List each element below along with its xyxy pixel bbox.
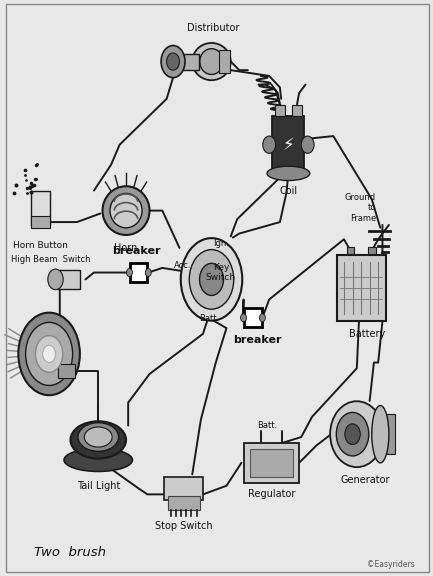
Circle shape: [301, 136, 314, 153]
Circle shape: [145, 268, 151, 276]
Text: Tail Light: Tail Light: [77, 481, 120, 491]
Text: ⚡: ⚡: [283, 136, 294, 154]
Bar: [382, 414, 395, 454]
Circle shape: [336, 412, 369, 456]
Circle shape: [259, 314, 265, 322]
Bar: [31, 217, 50, 228]
Text: Batt.: Batt.: [257, 421, 277, 430]
Bar: [336, 255, 386, 321]
Text: ©Easyriders: ©Easyriders: [367, 560, 414, 569]
Circle shape: [167, 53, 179, 70]
Bar: [130, 263, 147, 282]
Text: Ground
to
Frame: Ground to Frame: [345, 193, 376, 223]
Bar: [58, 364, 75, 378]
Bar: [219, 50, 229, 73]
Circle shape: [161, 46, 185, 78]
Bar: [244, 308, 262, 327]
Ellipse shape: [267, 166, 310, 180]
Circle shape: [26, 323, 73, 385]
Ellipse shape: [64, 449, 132, 471]
Text: Horn Button: Horn Button: [13, 241, 68, 249]
Text: Stop Switch: Stop Switch: [155, 521, 213, 531]
Circle shape: [126, 268, 132, 276]
Text: breaker: breaker: [233, 335, 281, 344]
Ellipse shape: [200, 49, 223, 74]
Text: Key
Switch: Key Switch: [206, 263, 236, 282]
Ellipse shape: [372, 406, 389, 463]
Text: Battery: Battery: [349, 329, 386, 339]
Bar: [368, 247, 375, 254]
Circle shape: [345, 424, 360, 445]
Ellipse shape: [84, 427, 112, 447]
Ellipse shape: [103, 186, 149, 235]
Text: Distributor: Distributor: [187, 24, 240, 33]
Circle shape: [200, 263, 223, 295]
Circle shape: [241, 314, 246, 322]
Bar: [57, 270, 80, 289]
Text: High Beam  Switch: High Beam Switch: [12, 255, 91, 264]
Bar: [275, 105, 284, 116]
Circle shape: [18, 313, 80, 395]
Bar: [250, 449, 293, 476]
Text: Regulator: Regulator: [248, 490, 295, 499]
Bar: [292, 105, 302, 116]
Ellipse shape: [192, 43, 231, 80]
Bar: [243, 443, 299, 483]
Bar: [31, 191, 50, 225]
Circle shape: [263, 136, 276, 153]
Bar: [346, 247, 354, 254]
Text: Two  brush: Two brush: [34, 546, 106, 559]
Bar: [272, 116, 304, 173]
Ellipse shape: [110, 194, 142, 228]
Circle shape: [48, 269, 63, 290]
Text: Horn: Horn: [114, 243, 138, 253]
Text: Generator: Generator: [341, 475, 390, 485]
Bar: [169, 54, 199, 70]
Text: Coil: Coil: [279, 185, 297, 196]
Text: breaker: breaker: [113, 247, 161, 256]
Text: Ign.: Ign.: [213, 240, 229, 248]
Circle shape: [189, 249, 234, 309]
Bar: [165, 477, 203, 500]
Circle shape: [36, 336, 63, 372]
Bar: [168, 496, 200, 510]
Ellipse shape: [71, 421, 126, 458]
Circle shape: [43, 346, 55, 362]
Circle shape: [181, 238, 242, 321]
Text: Batt.: Batt.: [199, 314, 220, 323]
Ellipse shape: [78, 423, 119, 452]
Ellipse shape: [330, 401, 384, 467]
Text: Acc.: Acc.: [174, 260, 191, 270]
